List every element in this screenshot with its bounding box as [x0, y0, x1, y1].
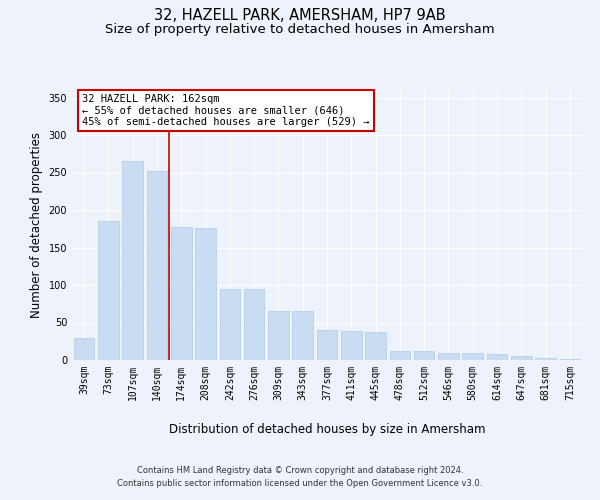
Text: 32, HAZELL PARK, AMERSHAM, HP7 9AB: 32, HAZELL PARK, AMERSHAM, HP7 9AB — [154, 8, 446, 22]
Bar — [438, 352, 459, 360]
Bar — [171, 227, 191, 360]
Bar — [535, 358, 556, 360]
Bar — [74, 338, 94, 360]
Bar — [122, 161, 143, 360]
Bar — [463, 353, 483, 360]
Bar — [414, 351, 434, 360]
Text: Distribution of detached houses by size in Amersham: Distribution of detached houses by size … — [169, 422, 485, 436]
Bar — [268, 311, 289, 360]
Bar — [341, 331, 362, 360]
Bar — [98, 221, 119, 360]
Bar — [220, 289, 240, 360]
Bar — [292, 311, 313, 360]
Bar — [511, 356, 532, 360]
Bar — [487, 354, 508, 360]
Bar — [244, 289, 265, 360]
Bar — [560, 358, 580, 360]
Text: Size of property relative to detached houses in Amersham: Size of property relative to detached ho… — [105, 22, 495, 36]
Text: 32 HAZELL PARK: 162sqm
← 55% of detached houses are smaller (646)
45% of semi-de: 32 HAZELL PARK: 162sqm ← 55% of detached… — [82, 94, 370, 127]
Text: Contains HM Land Registry data © Crown copyright and database right 2024.
Contai: Contains HM Land Registry data © Crown c… — [118, 466, 482, 487]
Bar — [389, 351, 410, 360]
Bar — [365, 332, 386, 360]
Bar — [195, 228, 216, 360]
Bar — [146, 171, 167, 360]
Bar — [317, 330, 337, 360]
Y-axis label: Number of detached properties: Number of detached properties — [30, 132, 43, 318]
